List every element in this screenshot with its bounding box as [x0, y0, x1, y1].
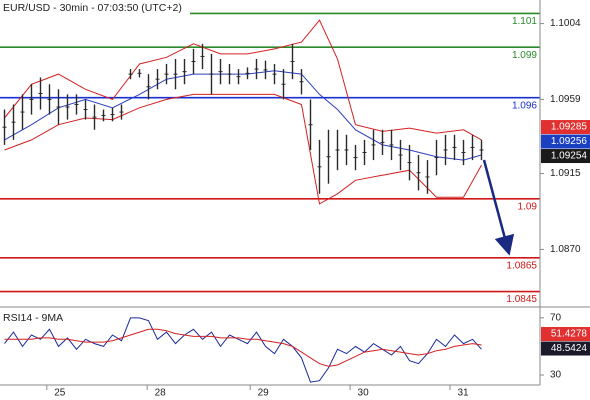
forecast-arrow: [482, 159, 515, 256]
x-tick-label: 31: [457, 388, 469, 399]
level-label: 1.0865: [506, 260, 537, 271]
title-background: [0, 0, 190, 16]
rsi-line: [4, 317, 482, 383]
level-label: 1.09: [518, 201, 538, 212]
overlay-line: [4, 93, 482, 205]
rsi-tag: 51.4278: [551, 329, 588, 340]
y-tick-label: 1.1004: [550, 18, 581, 29]
x-tick-label: 25: [54, 388, 66, 399]
y-tick-label: 30: [550, 370, 562, 381]
level-label: 1.0845: [506, 294, 537, 305]
overlay-line: [4, 19, 482, 141]
price-tag: 1.09285: [551, 122, 588, 133]
rsi-tag-box: [541, 341, 590, 356]
y-tick-label: 70: [550, 312, 562, 323]
rsi-tag-box: [541, 327, 590, 342]
y-tick-label: 1.0959: [550, 94, 581, 105]
rsi-line: [4, 328, 482, 367]
rsi-tag: 48.5424: [551, 343, 588, 354]
rsi-title: RSI14 - 9MA: [3, 312, 63, 324]
y-tick-label: 1.0870: [550, 244, 581, 255]
plot-layers: 1.101 1.099 1.096 1.09 1.0865 1.0845 1.1004 1.0…: [0, 12, 590, 399]
price-tag-box: [541, 120, 590, 135]
chart-title: EUR/USD - 30min - 07:03:50 (UTC+2): [3, 2, 182, 14]
y-tick-label: 1.0915: [550, 168, 581, 179]
level-label: 1.096: [512, 100, 537, 111]
price-tag-box: [541, 149, 590, 164]
x-tick-label: 30: [358, 388, 370, 399]
x-tick-label: 29: [258, 388, 270, 399]
overlay-line: [4, 70, 482, 161]
level-label: 1.099: [512, 50, 537, 61]
price-tag-box: [541, 134, 590, 149]
price-tag: 1.09254: [551, 151, 588, 162]
price-tag: 1.09256: [551, 136, 588, 147]
level-label: 1.101: [512, 16, 537, 27]
x-tick-label: 28: [155, 388, 167, 399]
